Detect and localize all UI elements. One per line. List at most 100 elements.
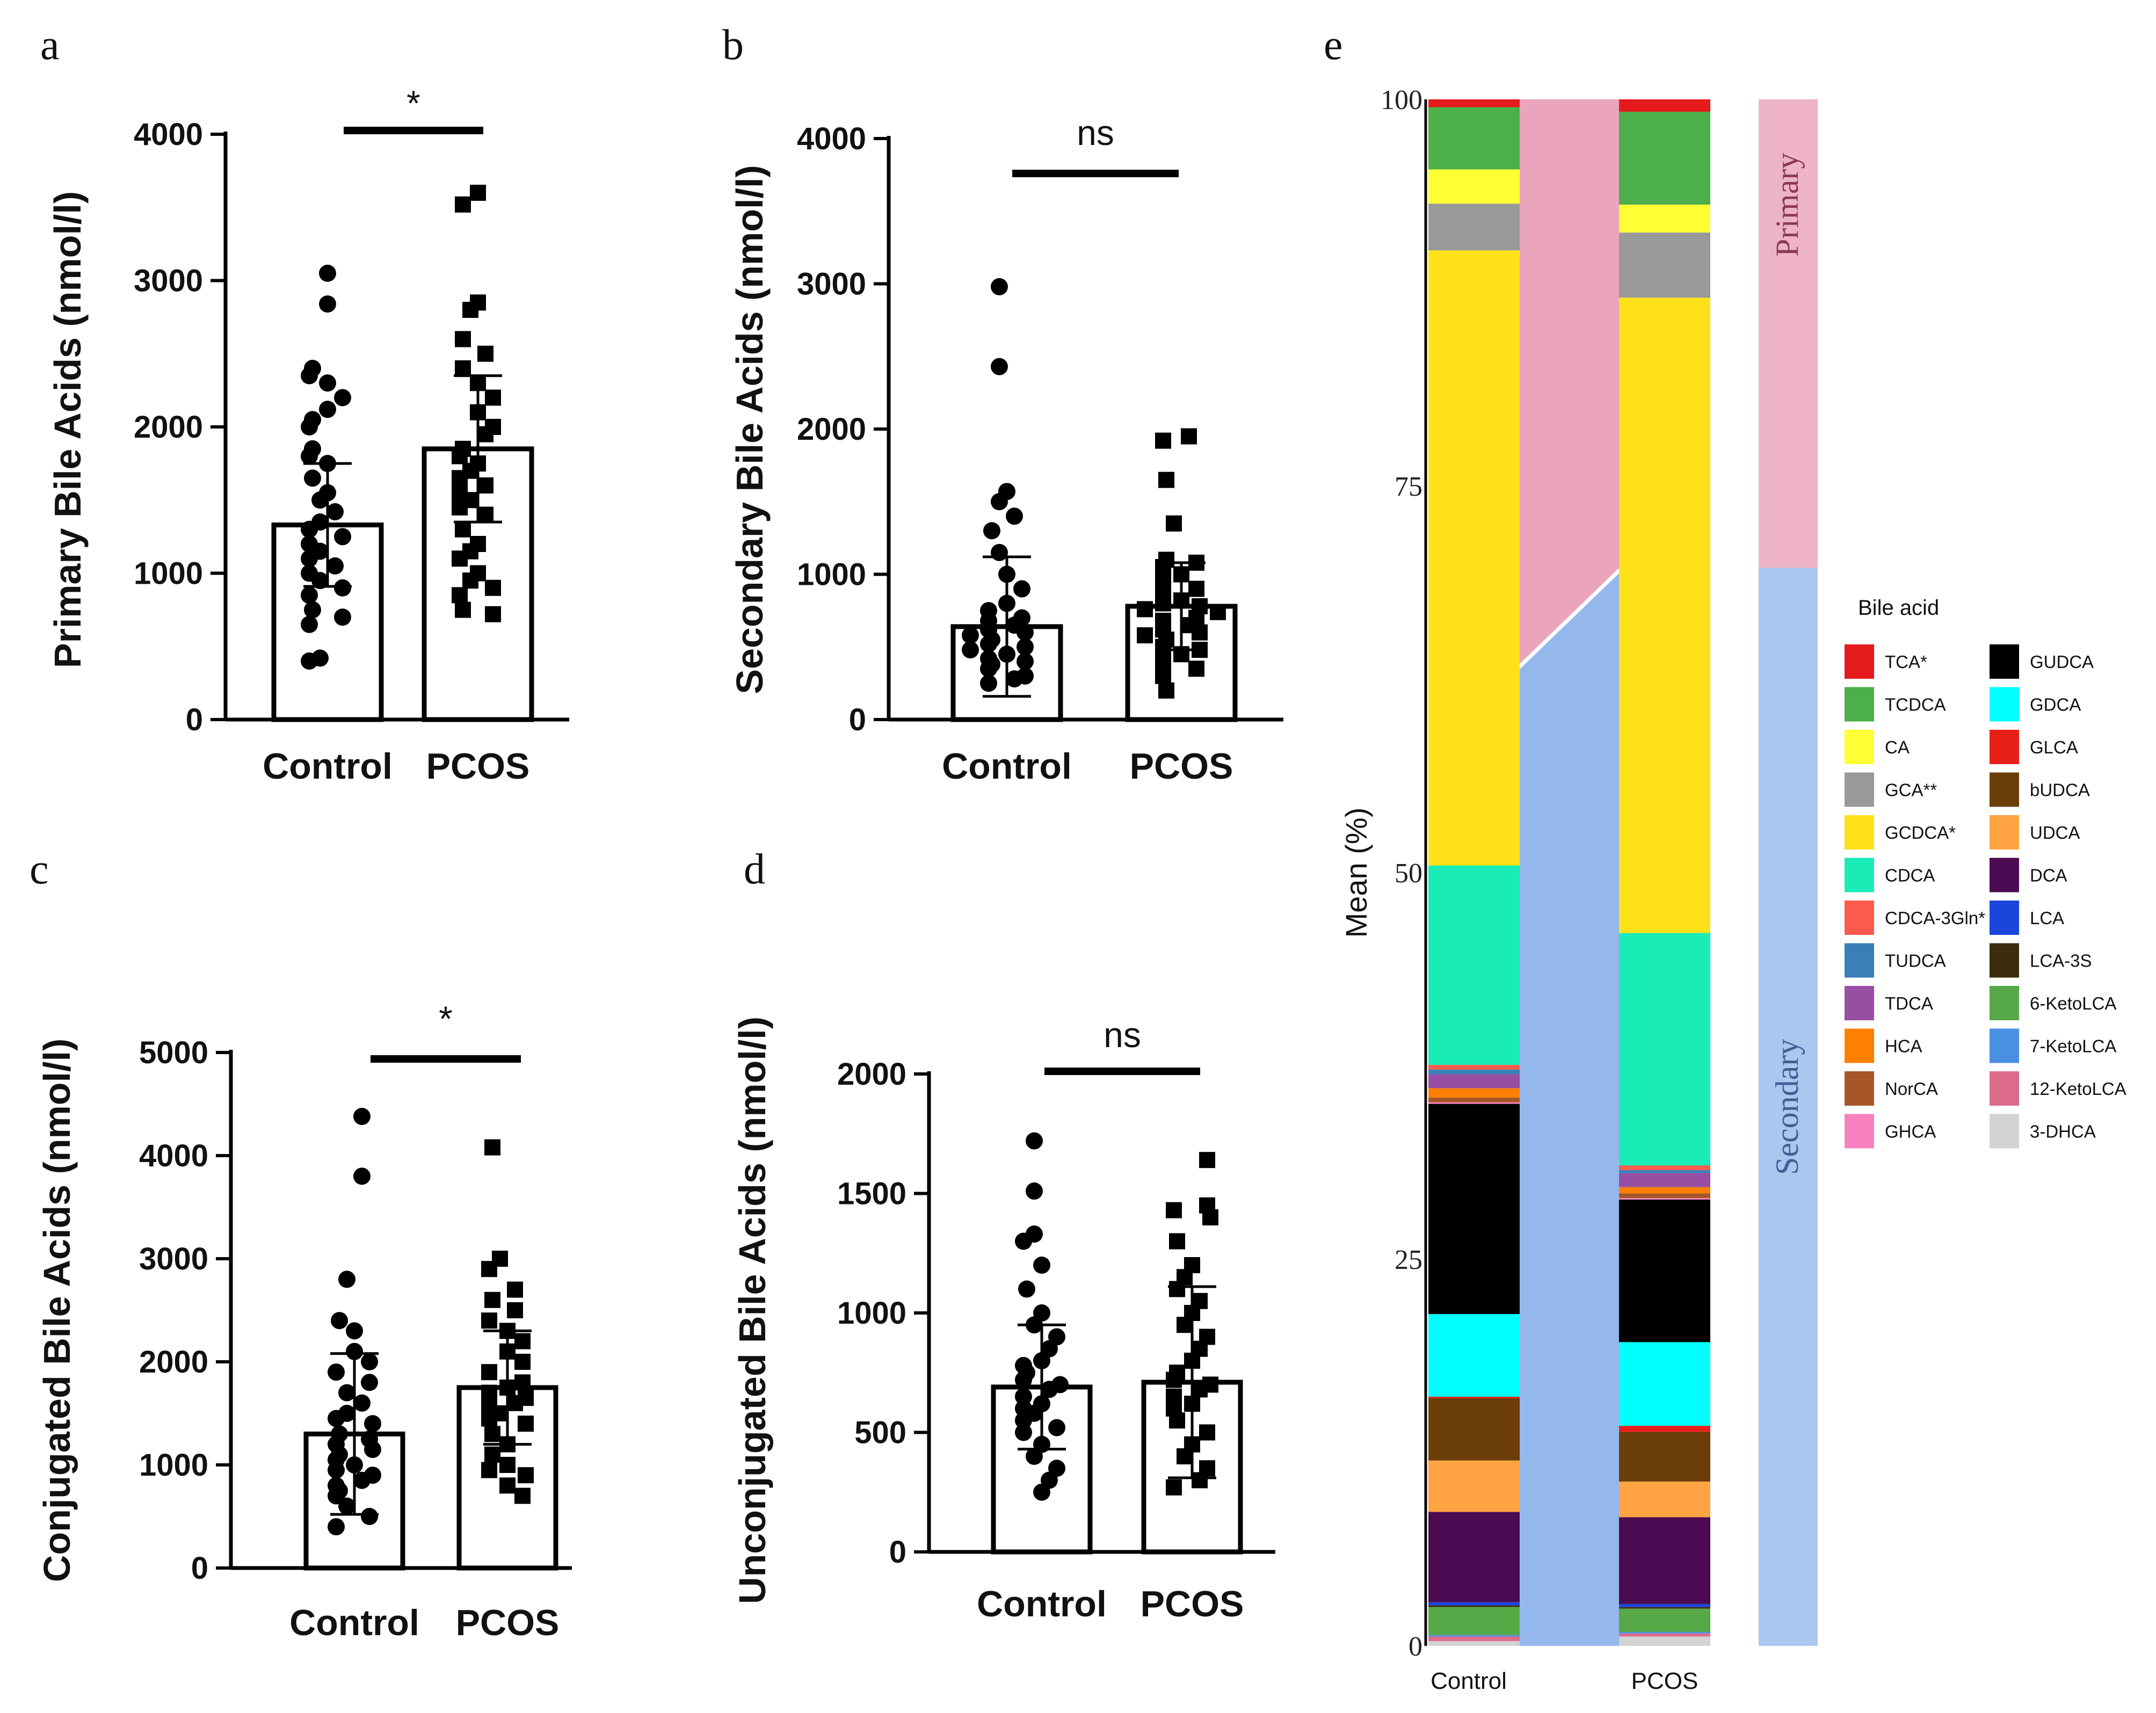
legend-item-label: HCA — [1885, 1036, 1922, 1056]
stack-segment-pcos — [1619, 1604, 1710, 1607]
legend-item-label: GCA** — [1885, 780, 1937, 800]
stack-segment-pcos — [1619, 1482, 1710, 1518]
data-point-c-pcos — [514, 1333, 531, 1349]
data-point-a-pcos — [462, 302, 478, 318]
data-point-b-pcos — [1181, 428, 1197, 445]
data-point-b-pcos — [1155, 653, 1171, 670]
data-point-a-control — [334, 389, 351, 407]
legend-swatch — [1845, 858, 1874, 892]
y-tick-label-a: 4000 — [134, 117, 203, 152]
data-point-b-pcos — [1188, 580, 1204, 597]
legend-item-label: 7-KetoLCA — [2030, 1036, 2116, 1056]
data-point-a-control — [301, 652, 318, 670]
data-point-a-pcos — [455, 521, 471, 538]
stack-segment-control — [1428, 1104, 1520, 1315]
data-point-a-control — [334, 528, 351, 546]
y-tick-label-d: 500 — [854, 1416, 906, 1450]
y-tick-label-a: 3000 — [134, 264, 203, 299]
stack-segment-pcos — [1619, 1193, 1710, 1199]
data-point-c-control — [364, 1415, 381, 1433]
data-point-b-pcos — [1188, 660, 1204, 677]
legend-swatch — [1990, 687, 2019, 722]
data-point-d-control — [1041, 1381, 1058, 1398]
data-point-d-pcos — [1199, 1424, 1215, 1441]
stack-segment-control — [1428, 1098, 1520, 1102]
stack-segment-control — [1428, 1512, 1520, 1602]
data-point-b-control — [991, 543, 1008, 561]
data-point-b-control — [1017, 623, 1034, 641]
significance-label-c: * — [439, 999, 453, 1039]
data-point-a-pcos — [455, 331, 471, 347]
data-point-c-pcos — [484, 1446, 500, 1463]
data-point-a-control — [301, 520, 318, 538]
data-point-a-control — [301, 550, 318, 568]
data-point-d-pcos — [1202, 1209, 1218, 1225]
stack-segment-control — [1428, 1065, 1520, 1070]
stack-segment-pcos — [1619, 1517, 1710, 1605]
category-label-c: Control — [289, 1602, 419, 1643]
stack-segment-control — [1428, 1069, 1520, 1075]
panel-label-d: d — [744, 846, 765, 893]
stack-segment-control — [1428, 1074, 1520, 1088]
data-point-c-control — [353, 1167, 371, 1185]
legend-item-label: GHCA — [1885, 1122, 1936, 1142]
stack-segment-pcos — [1619, 1632, 1710, 1634]
data-point-c-control — [353, 1394, 371, 1412]
data-point-d-control — [1026, 1182, 1043, 1200]
y-tick-label-d: 1500 — [837, 1177, 906, 1211]
data-point-a-pcos — [477, 506, 493, 523]
y-tick-label-b: 4000 — [797, 121, 866, 156]
y-tick-label-e: 100 — [1381, 85, 1422, 115]
data-point-a-control — [319, 295, 336, 313]
data-point-a-control — [304, 469, 321, 487]
data-point-d-control — [1033, 1483, 1050, 1501]
legend-swatch — [1845, 1071, 1874, 1106]
data-point-c-pcos — [481, 1312, 497, 1329]
data-point-d-pcos — [1177, 1448, 1193, 1464]
category-label-b: PCOS — [1130, 746, 1233, 787]
data-point-b-pcos — [1155, 595, 1171, 612]
data-point-a-control — [334, 579, 351, 597]
stack-segment-control — [1428, 1314, 1520, 1397]
stack-segment-control — [1428, 204, 1520, 251]
data-point-a-control — [326, 557, 344, 575]
data-point-c-control — [328, 1410, 345, 1427]
data-point-c-pcos — [518, 1467, 534, 1484]
data-point-c-control — [338, 1497, 355, 1515]
data-point-a-pcos — [452, 470, 468, 487]
y-axis-label-d: Unconjugated Bile Acids (nmol/l) — [731, 1017, 773, 1604]
legend-item-label: GDCA — [2030, 695, 2081, 715]
data-point-d-pcos — [1166, 1202, 1182, 1218]
data-point-b-control — [1013, 580, 1030, 598]
y-tick-label-a: 0 — [186, 702, 203, 737]
data-point-c-control — [364, 1441, 381, 1458]
data-point-b-control — [1017, 638, 1034, 656]
panel-e: e Mean (%) 0 25 50 75 100 Control PCOS Primary Sec… — [1324, 21, 2126, 1694]
y-tick-label-a: 1000 — [134, 556, 203, 591]
legend-swatch — [1990, 1028, 2019, 1063]
data-point-a-pcos — [485, 606, 501, 622]
data-point-a-control — [301, 615, 318, 633]
data-point-a-pcos — [485, 579, 501, 596]
y-tick-label-e: 75 — [1395, 471, 1422, 502]
data-point-c-control — [346, 1322, 363, 1340]
data-point-b-control — [962, 641, 979, 659]
data-point-d-control — [1026, 1132, 1043, 1150]
legend-item-label: CDCA-3Gln* — [1885, 908, 1985, 928]
legend-swatch — [1845, 986, 1874, 1020]
panel-label-a: a — [40, 21, 60, 69]
stack-segment-control — [1428, 1641, 1520, 1646]
y-tick-label-e: 0 — [1409, 1631, 1422, 1662]
panel-label-e: e — [1324, 21, 1343, 69]
data-point-b-pcos — [1155, 667, 1171, 684]
data-point-a-control — [311, 572, 329, 590]
data-point-b-control — [991, 358, 1008, 375]
data-point-c-pcos — [514, 1354, 531, 1370]
significance-label-b: ns — [1077, 113, 1114, 153]
stack-segment-control — [1428, 1605, 1520, 1607]
data-point-d-pcos — [1166, 1479, 1182, 1496]
legend-swatch — [1845, 943, 1874, 978]
stack-segment-pcos — [1619, 1187, 1710, 1194]
category-label-d: PCOS — [1141, 1584, 1244, 1624]
data-point-d-pcos — [1169, 1412, 1185, 1429]
